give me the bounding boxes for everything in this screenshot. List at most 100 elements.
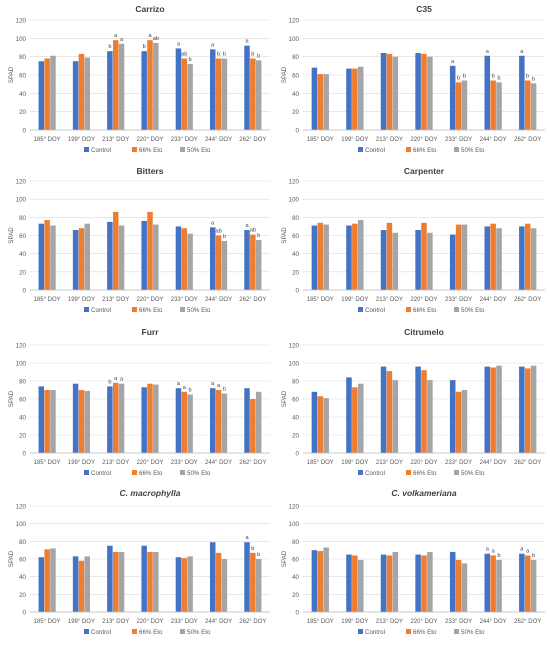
x-tick-label: 262° DOY bbox=[514, 460, 541, 466]
y-tick-label: 100 bbox=[16, 197, 27, 204]
bar-66-eto bbox=[490, 80, 496, 130]
bar-50-eto bbox=[255, 60, 262, 131]
y-tick-label: 80 bbox=[292, 215, 299, 222]
x-tick-label: 199° DOY bbox=[341, 460, 368, 466]
legend-label: Control bbox=[91, 629, 111, 636]
bar-66-eto bbox=[215, 390, 222, 453]
legend-label: Control bbox=[91, 470, 111, 477]
legend-label: 50% Eto bbox=[461, 147, 485, 154]
bar-50-eto bbox=[427, 232, 433, 290]
y-tick-label: 40 bbox=[292, 251, 299, 258]
x-tick-label: 233° DOY bbox=[445, 460, 472, 466]
bar-66-eto bbox=[352, 555, 358, 612]
bar-50-eto bbox=[255, 240, 262, 290]
significance-letter: b bbox=[108, 379, 111, 385]
significance-letter: b bbox=[463, 74, 466, 80]
legend-swatch bbox=[180, 307, 185, 312]
bar-control bbox=[244, 230, 250, 290]
bar-66-eto bbox=[490, 555, 496, 612]
y-tick-label: 100 bbox=[289, 197, 300, 204]
x-tick-label: 262° DOY bbox=[239, 460, 266, 466]
y-tick-label: 40 bbox=[19, 415, 26, 422]
x-tick-label: 199° DOY bbox=[341, 297, 368, 303]
y-axis-label: SPAD bbox=[8, 550, 15, 567]
legend-swatch bbox=[406, 147, 411, 152]
y-tick-label: 100 bbox=[16, 521, 27, 528]
x-tick-label: 233° DOY bbox=[171, 619, 198, 625]
legend-label: Control bbox=[91, 147, 111, 154]
bar-control bbox=[484, 226, 491, 290]
bar-control bbox=[484, 366, 491, 453]
bar-50-eto bbox=[496, 365, 502, 453]
bar-66-eto bbox=[181, 391, 188, 453]
bar-66-eto bbox=[317, 396, 324, 453]
significance-letter: a bbox=[245, 535, 249, 541]
bar-control bbox=[449, 380, 456, 453]
bar-control bbox=[38, 386, 45, 453]
bar-66-eto bbox=[524, 555, 531, 612]
y-tick-label: 120 bbox=[16, 343, 27, 350]
bar-50-eto bbox=[392, 232, 399, 290]
bar-50-eto bbox=[357, 220, 364, 290]
y-tick-label: 0 bbox=[296, 451, 300, 458]
legend-swatch bbox=[132, 147, 137, 152]
significance-letter: b bbox=[217, 52, 220, 58]
x-tick-label: 244° DOY bbox=[205, 460, 232, 466]
significance-letter: b bbox=[526, 74, 529, 80]
significance-letter: ab bbox=[153, 36, 159, 42]
legend-label: Control bbox=[365, 470, 385, 477]
bar-control bbox=[107, 221, 113, 290]
legend-swatch bbox=[454, 147, 459, 152]
y-tick-label: 0 bbox=[23, 451, 27, 458]
significance-letter: a bbox=[486, 547, 490, 553]
bar-control bbox=[519, 553, 525, 612]
legend-swatch bbox=[454, 307, 459, 312]
x-tick-label: 233° DOY bbox=[171, 297, 198, 303]
bar-50-eto bbox=[496, 82, 502, 130]
significance-letter: b bbox=[257, 53, 260, 59]
legend-label: Control bbox=[91, 307, 111, 314]
legend-label: 66% Eto bbox=[139, 147, 163, 154]
x-tick-label: 199° DOY bbox=[68, 297, 95, 303]
y-axis-label: SPAD bbox=[281, 227, 288, 244]
x-tick-label: 199° DOY bbox=[341, 619, 368, 625]
bar-66-eto bbox=[455, 224, 462, 290]
significance-letter: a bbox=[211, 42, 215, 48]
significance-letter: b bbox=[189, 57, 192, 63]
bar-control bbox=[380, 230, 387, 290]
significance-letter: b bbox=[257, 552, 260, 558]
significance-letter: b bbox=[497, 75, 500, 81]
x-tick-label: 213° DOY bbox=[102, 619, 129, 625]
significance-letter: a bbox=[245, 39, 249, 45]
y-tick-label: 120 bbox=[289, 179, 300, 186]
bar-66-eto bbox=[421, 222, 427, 290]
significance-letter: a bbox=[451, 59, 455, 65]
x-tick-label: 262° DOY bbox=[239, 619, 266, 625]
legend-swatch bbox=[358, 307, 363, 312]
bar-control bbox=[38, 61, 45, 130]
bar-control bbox=[72, 556, 79, 612]
x-tick-label: 244° DOY bbox=[480, 619, 507, 625]
bar-66-eto bbox=[44, 549, 50, 612]
chart-title: Carpenter bbox=[404, 166, 445, 176]
y-tick-label: 20 bbox=[19, 592, 26, 599]
bar-50-eto bbox=[187, 556, 193, 612]
significance-letter: a bbox=[486, 49, 490, 55]
bar-50-eto bbox=[118, 43, 125, 131]
bar-control bbox=[415, 53, 421, 130]
x-tick-label: 220° DOY bbox=[136, 137, 163, 143]
bar-control bbox=[346, 225, 352, 290]
significance-letter: b bbox=[257, 233, 260, 239]
y-tick-label: 60 bbox=[292, 233, 299, 240]
bar-50-eto bbox=[323, 74, 329, 130]
bar-50-eto bbox=[461, 224, 468, 290]
legend-label: 66% Eto bbox=[413, 307, 437, 314]
chart-panel-3: Bitters 0 20 40 60 80 100 120 SPAD 185° DOY 199° D… bbox=[8, 166, 270, 314]
bar-66-eto bbox=[421, 53, 427, 130]
bar-66-eto bbox=[78, 560, 85, 612]
bar-50-eto bbox=[221, 240, 228, 290]
y-tick-label: 80 bbox=[19, 215, 26, 222]
bar-50-eto bbox=[357, 383, 364, 453]
legend-label: 66% Eto bbox=[139, 307, 163, 314]
